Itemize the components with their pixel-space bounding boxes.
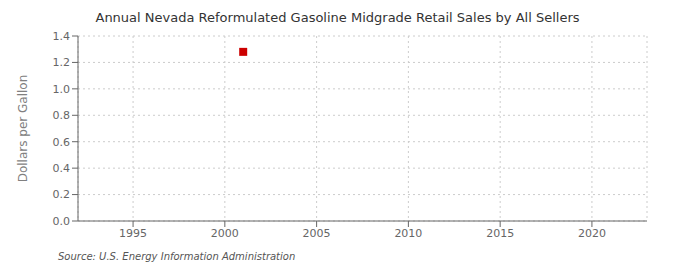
svg-text:2010: 2010 [394, 227, 422, 240]
svg-text:0.0: 0.0 [53, 215, 71, 228]
svg-text:1995: 1995 [119, 227, 147, 240]
svg-text:0.2: 0.2 [53, 188, 71, 201]
svg-text:2020: 2020 [578, 227, 606, 240]
svg-text:0.8: 0.8 [53, 109, 71, 122]
svg-text:Dollars per Gallon: Dollars per Gallon [16, 75, 30, 183]
html-text:Source: U.S. Energy Informatio: Source: U.S. Energy Information Administ… [58, 251, 296, 262]
html-text:Annual Nevada Reformulated Gas: Annual Nevada Reformulated Gasoline Midg… [95, 10, 580, 25]
svg-text:2015: 2015 [486, 227, 514, 240]
svg-text:2005: 2005 [303, 227, 331, 240]
svg-text:0.6: 0.6 [53, 136, 71, 149]
svg-text:2000: 2000 [211, 227, 239, 240]
svg-text:1.4: 1.4 [53, 30, 71, 43]
svg-text:0.4: 0.4 [53, 162, 71, 175]
svg-text:1.2: 1.2 [53, 56, 71, 69]
svg-text:1.0: 1.0 [53, 83, 71, 96]
